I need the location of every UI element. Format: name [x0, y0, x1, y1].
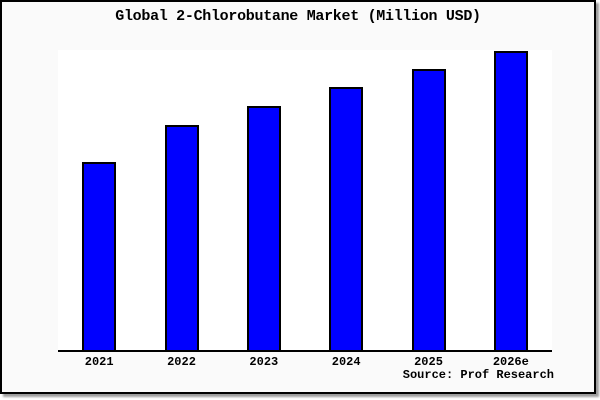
bar-2025: [411, 69, 446, 350]
bar-2022: [164, 125, 199, 350]
plot-area: [58, 50, 552, 352]
x-tick-label-2022: 2022: [167, 355, 196, 369]
x-tick-label-2021: 2021: [84, 355, 114, 369]
bar-2026e: [493, 51, 528, 350]
bar-2021: [82, 162, 117, 350]
x-tick-label-2025: 2025: [414, 355, 443, 369]
source-credit: Source: Prof Research: [402, 368, 554, 382]
bar-2023: [246, 106, 281, 350]
x-tick-label-2024: 2024: [331, 355, 361, 369]
chart-canvas: Global 2-Chlorobutane Market (Million US…: [0, 0, 596, 394]
chart-title: Global 2-Chlorobutane Market (Million US…: [115, 8, 481, 25]
x-axis-labels: 2021 2022 2023 2024 2025 2026e: [58, 355, 552, 371]
bar-2024: [329, 87, 364, 350]
x-tick-label-2026e: 2026e: [492, 355, 529, 369]
x-tick-label-2023: 2023: [249, 355, 279, 369]
